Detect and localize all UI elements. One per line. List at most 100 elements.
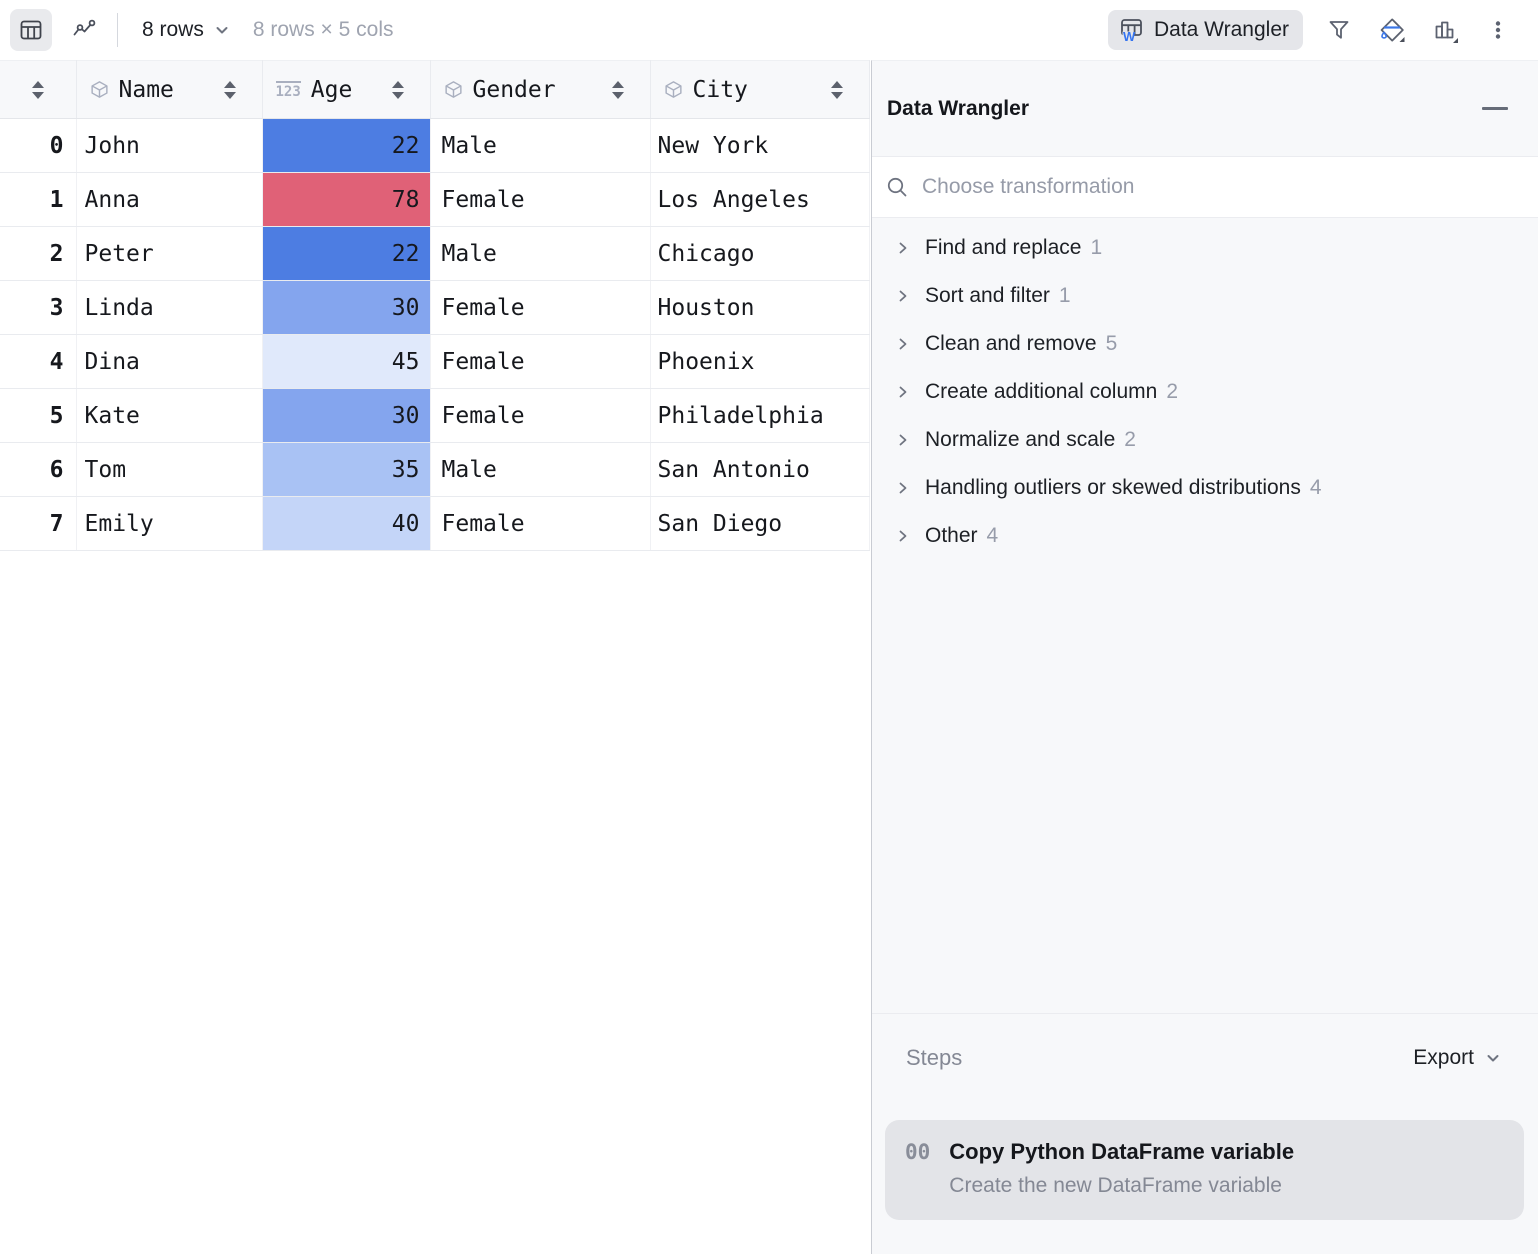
column-header-gender[interactable]: Gender bbox=[430, 60, 651, 119]
transformation-category-list: Find and replace 1 Sort and filter 1 Cle… bbox=[872, 218, 1538, 560]
table-row: 7 Emily 40 Female San Diego bbox=[0, 496, 870, 551]
age-cell[interactable]: 35 bbox=[262, 442, 431, 497]
age-cell[interactable]: 45 bbox=[262, 334, 431, 389]
name-cell[interactable]: Tom bbox=[76, 442, 263, 497]
city-cell[interactable]: San Diego bbox=[650, 496, 870, 551]
minimize-icon bbox=[1482, 107, 1508, 110]
row-index-cell[interactable]: 2 bbox=[0, 226, 77, 281]
category-count: 5 bbox=[1105, 332, 1118, 355]
export-dropdown[interactable]: Export bbox=[1413, 1046, 1502, 1070]
age-cell[interactable]: 22 bbox=[262, 226, 431, 281]
chevron-right-icon bbox=[895, 384, 911, 400]
data-wrangler-panel: Data Wrangler Find and replace 1 Sort an… bbox=[871, 60, 1538, 1254]
column-label: City bbox=[692, 76, 748, 103]
name-cell[interactable]: John bbox=[76, 118, 263, 173]
search-input[interactable] bbox=[922, 175, 1522, 199]
gender-cell[interactable]: Male bbox=[430, 118, 651, 173]
row-index-cell[interactable]: 4 bbox=[0, 334, 77, 389]
category-count: 1 bbox=[1058, 284, 1071, 307]
table-header-row: Name 123 Age bbox=[0, 60, 870, 119]
category-count: 2 bbox=[1166, 380, 1178, 403]
city-cell[interactable]: Phoenix bbox=[650, 334, 870, 389]
sort-icon bbox=[391, 80, 404, 99]
transformation-category-item[interactable]: Other 4 bbox=[872, 512, 1538, 560]
age-cell[interactable]: 78 bbox=[262, 172, 431, 227]
table-view-button[interactable] bbox=[10, 9, 52, 51]
color-scale-icon bbox=[1378, 16, 1406, 44]
chevron-right-icon bbox=[895, 288, 911, 304]
data-wrangler-toggle-button[interactable]: W Data Wrangler bbox=[1107, 10, 1303, 50]
minimize-panel-button[interactable] bbox=[1481, 95, 1509, 123]
transformation-category-item[interactable]: Clean and remove 5 bbox=[872, 320, 1538, 368]
row-index-cell[interactable]: 0 bbox=[0, 118, 77, 173]
column-type-object-icon bbox=[664, 80, 683, 99]
age-cell[interactable]: 30 bbox=[262, 388, 431, 443]
city-cell[interactable]: Los Angeles bbox=[650, 172, 870, 227]
column-type-object-icon bbox=[90, 80, 109, 99]
kebab-menu-icon bbox=[1485, 17, 1511, 43]
name-cell[interactable]: Kate bbox=[76, 388, 263, 443]
rows-count-dropdown[interactable]: 8 rows bbox=[142, 18, 231, 42]
transformation-category-item[interactable]: Sort and filter 1 bbox=[872, 272, 1538, 320]
index-column-header[interactable] bbox=[0, 60, 77, 119]
gender-cell[interactable]: Female bbox=[430, 172, 651, 227]
name-cell[interactable]: Anna bbox=[76, 172, 263, 227]
name-cell[interactable]: Linda bbox=[76, 280, 263, 335]
category-label: Find and replace bbox=[925, 236, 1082, 259]
transformation-category-item[interactable]: Find and replace 1 bbox=[872, 224, 1538, 272]
gender-cell[interactable]: Female bbox=[430, 334, 651, 389]
dataframe-grid: Name 123 Age bbox=[0, 60, 870, 551]
chevron-right-icon bbox=[895, 336, 911, 352]
category-label: Other bbox=[925, 524, 978, 547]
chevron-down-icon bbox=[213, 21, 231, 39]
filter-button[interactable] bbox=[1319, 10, 1359, 50]
sort-icon bbox=[31, 80, 44, 99]
table-row: 3 Linda 30 Female Houston bbox=[0, 280, 870, 335]
gender-cell[interactable]: Female bbox=[430, 388, 651, 443]
chart-view-button[interactable] bbox=[63, 9, 105, 51]
age-cell[interactable]: 30 bbox=[262, 280, 431, 335]
column-label: Gender bbox=[472, 76, 556, 103]
column-header-city[interactable]: City bbox=[650, 60, 870, 119]
gender-cell[interactable]: Female bbox=[430, 496, 651, 551]
category-label: Sort and filter bbox=[925, 284, 1050, 307]
row-index-cell[interactable]: 6 bbox=[0, 442, 77, 497]
city-cell[interactable]: San Antonio bbox=[650, 442, 870, 497]
column-header-age[interactable]: 123 Age bbox=[262, 60, 431, 119]
sort-icon bbox=[830, 80, 843, 99]
row-index-cell[interactable]: 3 bbox=[0, 280, 77, 335]
table-dimensions-label: 8 rows × 5 cols bbox=[252, 18, 394, 41]
color-scale-button[interactable] bbox=[1372, 10, 1412, 50]
city-cell[interactable]: Philadelphia bbox=[650, 388, 870, 443]
step-number: 00 bbox=[905, 1140, 931, 1164]
gender-cell[interactable]: Female bbox=[430, 280, 651, 335]
gender-cell[interactable]: Male bbox=[430, 226, 651, 281]
export-label: Export bbox=[1413, 1046, 1474, 1069]
column-header-name[interactable]: Name bbox=[76, 60, 263, 119]
name-cell[interactable]: Dina bbox=[76, 334, 263, 389]
row-index-cell[interactable]: 5 bbox=[0, 388, 77, 443]
table-row: 4 Dina 45 Female Phoenix bbox=[0, 334, 870, 389]
city-cell[interactable]: New York bbox=[650, 118, 870, 173]
name-cell[interactable]: Emily bbox=[76, 496, 263, 551]
category-count: 4 bbox=[1309, 476, 1322, 499]
age-cell[interactable]: 40 bbox=[262, 496, 431, 551]
city-cell[interactable]: Chicago bbox=[650, 226, 870, 281]
age-cell[interactable]: 22 bbox=[262, 118, 431, 173]
city-cell[interactable]: Houston bbox=[650, 280, 870, 335]
chevron-right-icon bbox=[895, 432, 911, 448]
row-index-cell[interactable]: 1 bbox=[0, 172, 77, 227]
transformation-category-item[interactable]: Handling outliers or skewed distribution… bbox=[872, 464, 1538, 512]
gender-cell[interactable]: Male bbox=[430, 442, 651, 497]
steps-section: Steps Export 00 Copy Python DataFrame va… bbox=[872, 1013, 1538, 1254]
row-index-cell[interactable]: 7 bbox=[0, 496, 77, 551]
step-card[interactable]: 00 Copy Python DataFrame variable Create… bbox=[885, 1120, 1524, 1220]
chevron-right-icon bbox=[895, 240, 911, 256]
transformation-category-item[interactable]: Create additional column 2 bbox=[872, 368, 1538, 416]
column-type-object-icon bbox=[444, 80, 463, 99]
transformation-category-item[interactable]: Normalize and scale 2 bbox=[872, 416, 1538, 464]
name-cell[interactable]: Peter bbox=[76, 226, 263, 281]
histogram-button[interactable] bbox=[1425, 10, 1465, 50]
panel-titlebar: Data Wrangler bbox=[872, 61, 1538, 157]
more-options-button[interactable] bbox=[1478, 10, 1518, 50]
